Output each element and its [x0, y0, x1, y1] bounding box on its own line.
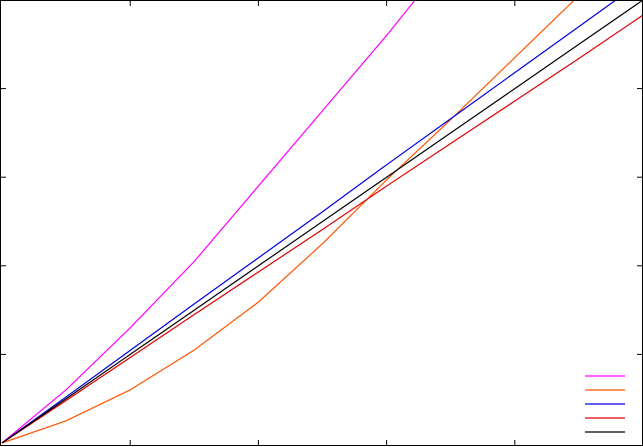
series-line — [1, 15, 642, 444]
